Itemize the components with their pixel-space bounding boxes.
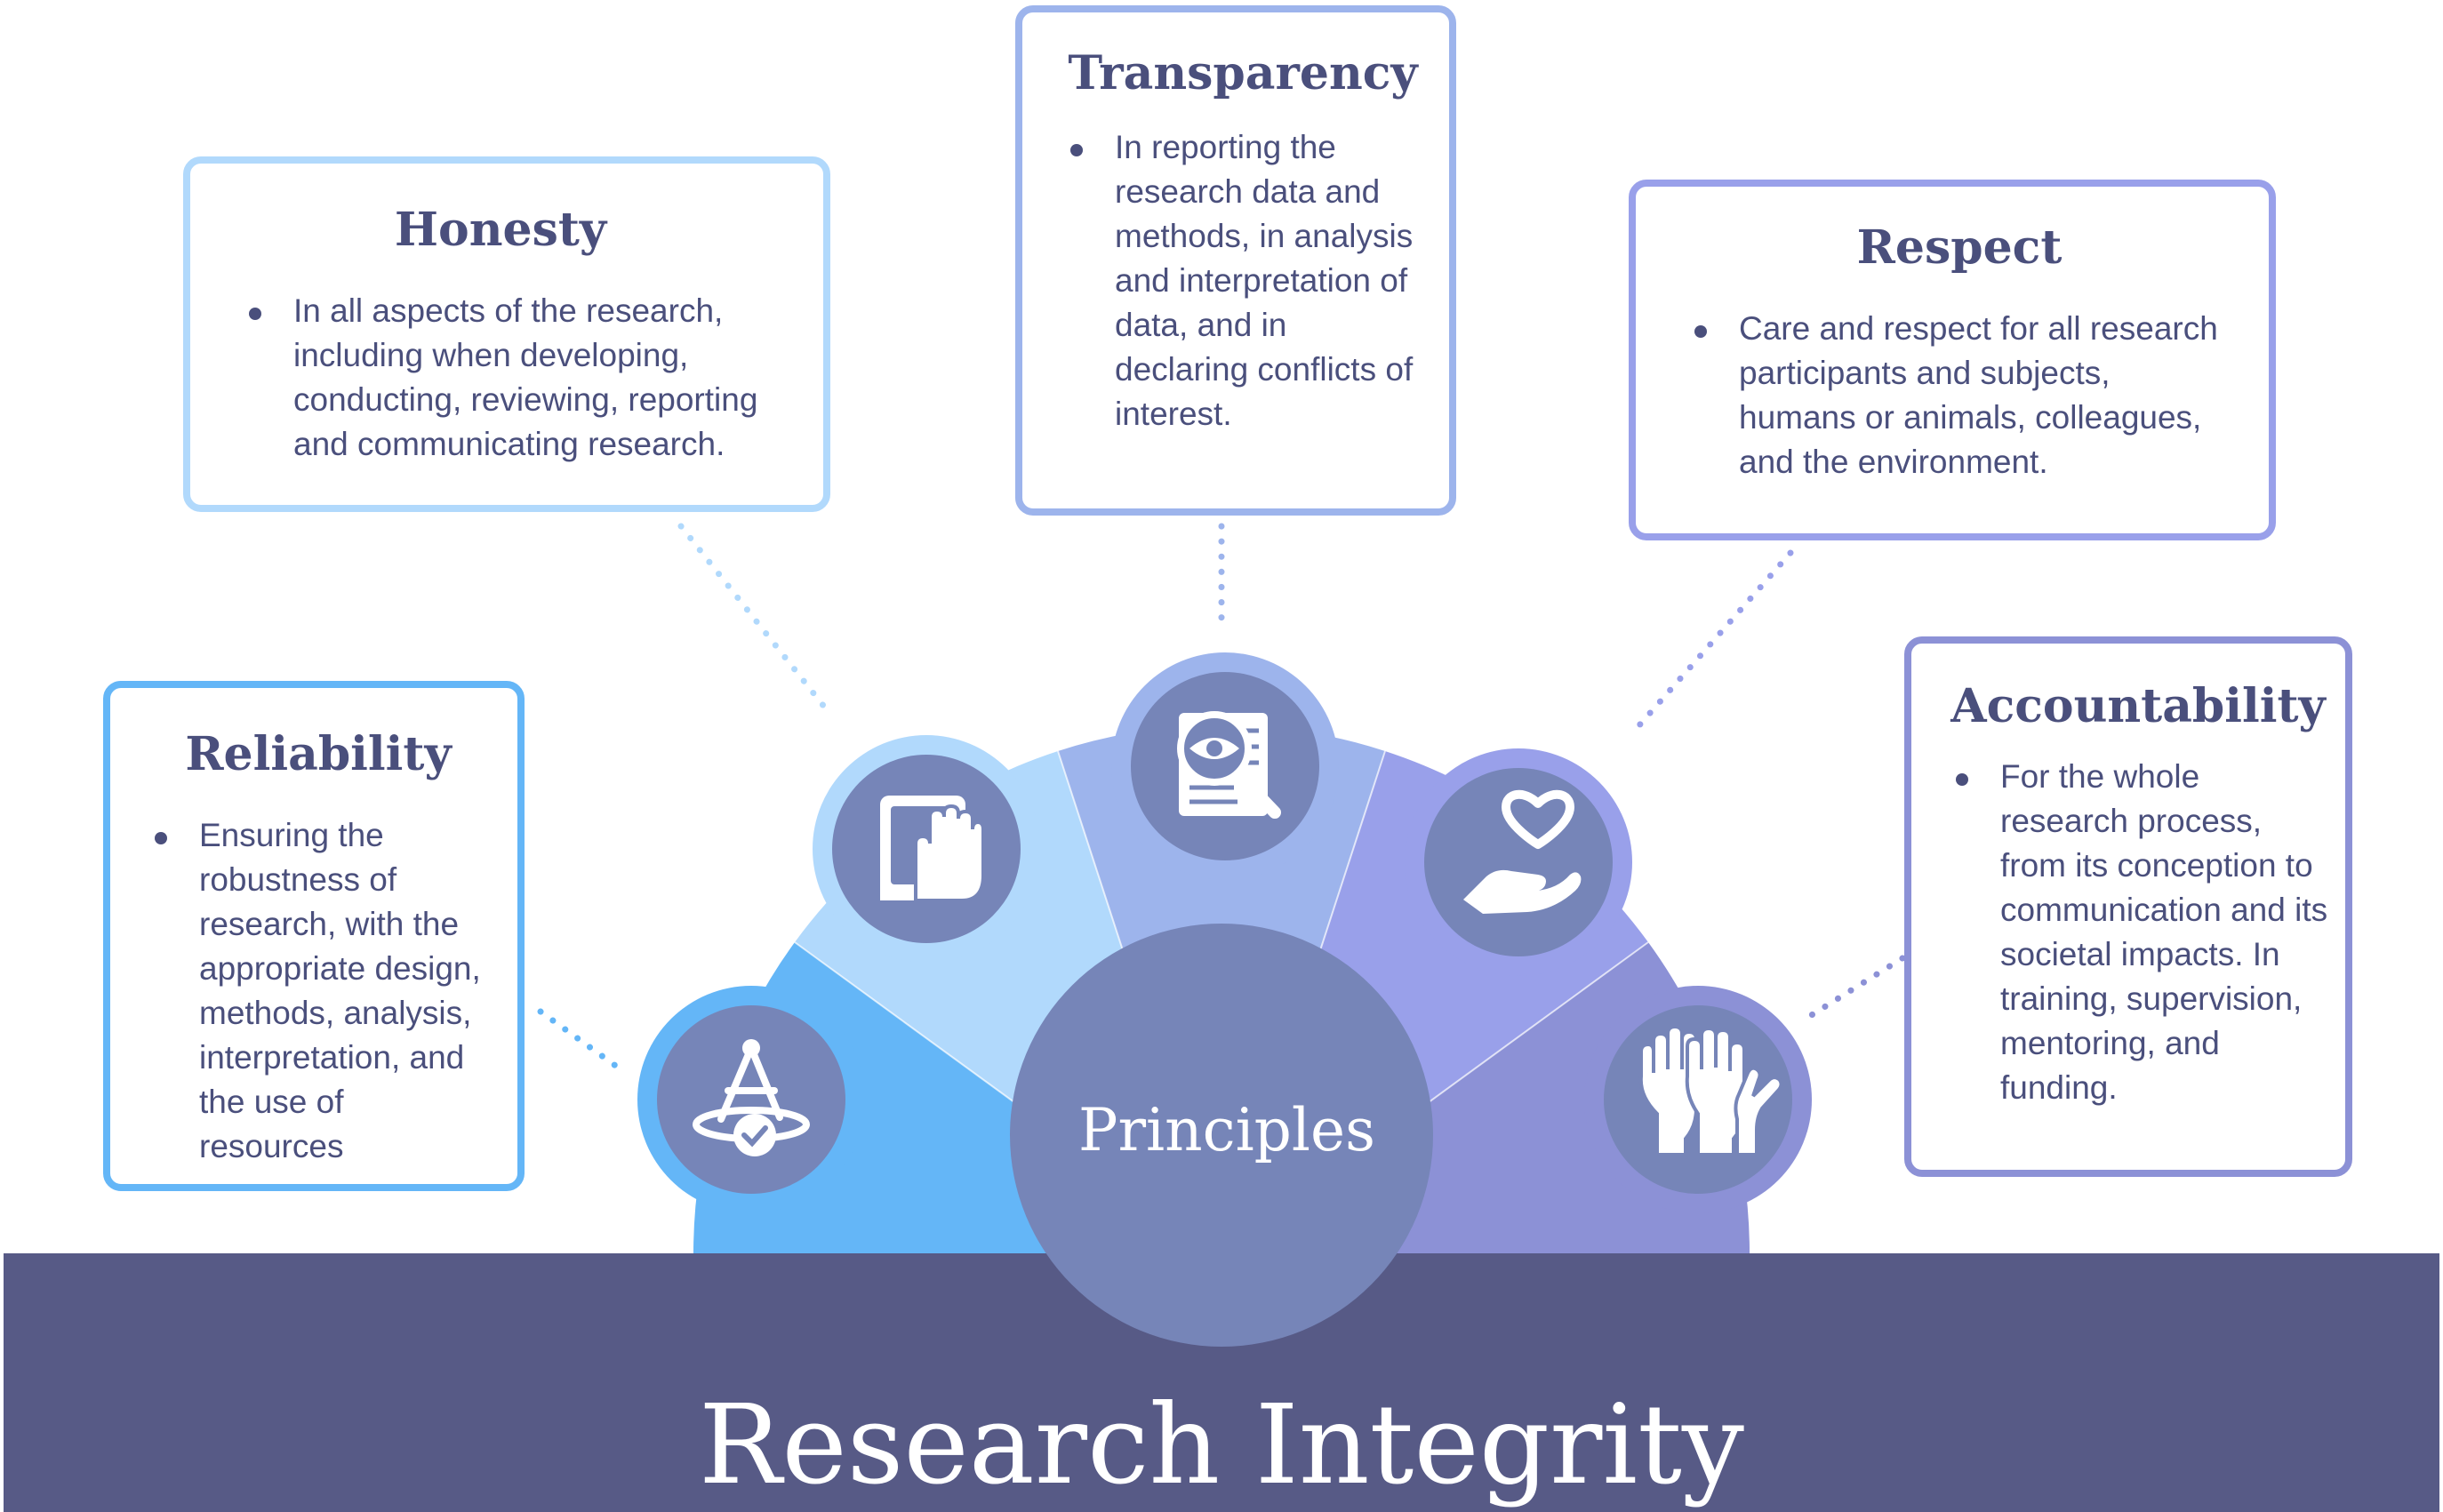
connector-honesty xyxy=(677,523,835,719)
card-title: Accountability xyxy=(1950,679,2326,733)
card-text: In all aspects of the research, includin… xyxy=(249,289,761,467)
card-respect: Respect Care and respect for all researc… xyxy=(1629,180,2276,540)
card-text: For the whole research process, from its… xyxy=(1956,755,2329,1110)
card-text: Care and respect for all research partic… xyxy=(1694,307,2233,484)
magnifier-document-icon xyxy=(1177,711,1281,819)
raised-hands-icon xyxy=(1638,1024,1783,1156)
card-title: Respect xyxy=(1856,220,2063,275)
card-honesty: Honesty In all aspects of the research, … xyxy=(183,156,830,512)
card-list: Ensuring the robustness of research, wit… xyxy=(146,813,491,1169)
card-list: In reporting the research data and metho… xyxy=(1061,125,1424,436)
connectors xyxy=(537,523,1906,1073)
connector-accountability xyxy=(1806,955,1906,1020)
hand-on-book-icon xyxy=(880,796,985,902)
card-list: For the whole research process, from its… xyxy=(1947,755,2329,1110)
card-list: Care and respect for all research partic… xyxy=(1686,307,2233,484)
compass-check-icon xyxy=(693,1039,810,1156)
center-circle xyxy=(1010,924,1433,1347)
icon-disc xyxy=(657,1005,845,1194)
card-title: Reliability xyxy=(185,727,452,781)
card-transparency: Transparency In reporting the research d… xyxy=(1015,5,1456,516)
card-text: Ensuring the robustness of research, wit… xyxy=(155,813,491,1169)
card-title: Honesty xyxy=(394,203,607,257)
heart-in-hand-icon xyxy=(1463,790,1582,914)
connector-reliability xyxy=(537,1008,624,1073)
center-label: Principles xyxy=(1078,1096,1375,1164)
card-accountability: Accountability For the whole research pr… xyxy=(1904,636,2352,1177)
card-list: In all aspects of the research, includin… xyxy=(240,289,761,467)
connector-respect xyxy=(1629,549,1794,737)
main-title: Research Integrity xyxy=(699,1381,1744,1509)
card-text: In reporting the research data and metho… xyxy=(1070,125,1424,436)
card-title: Transparency xyxy=(1068,46,1418,100)
card-reliability: Reliability Ensuring the robustness of r… xyxy=(103,681,525,1191)
